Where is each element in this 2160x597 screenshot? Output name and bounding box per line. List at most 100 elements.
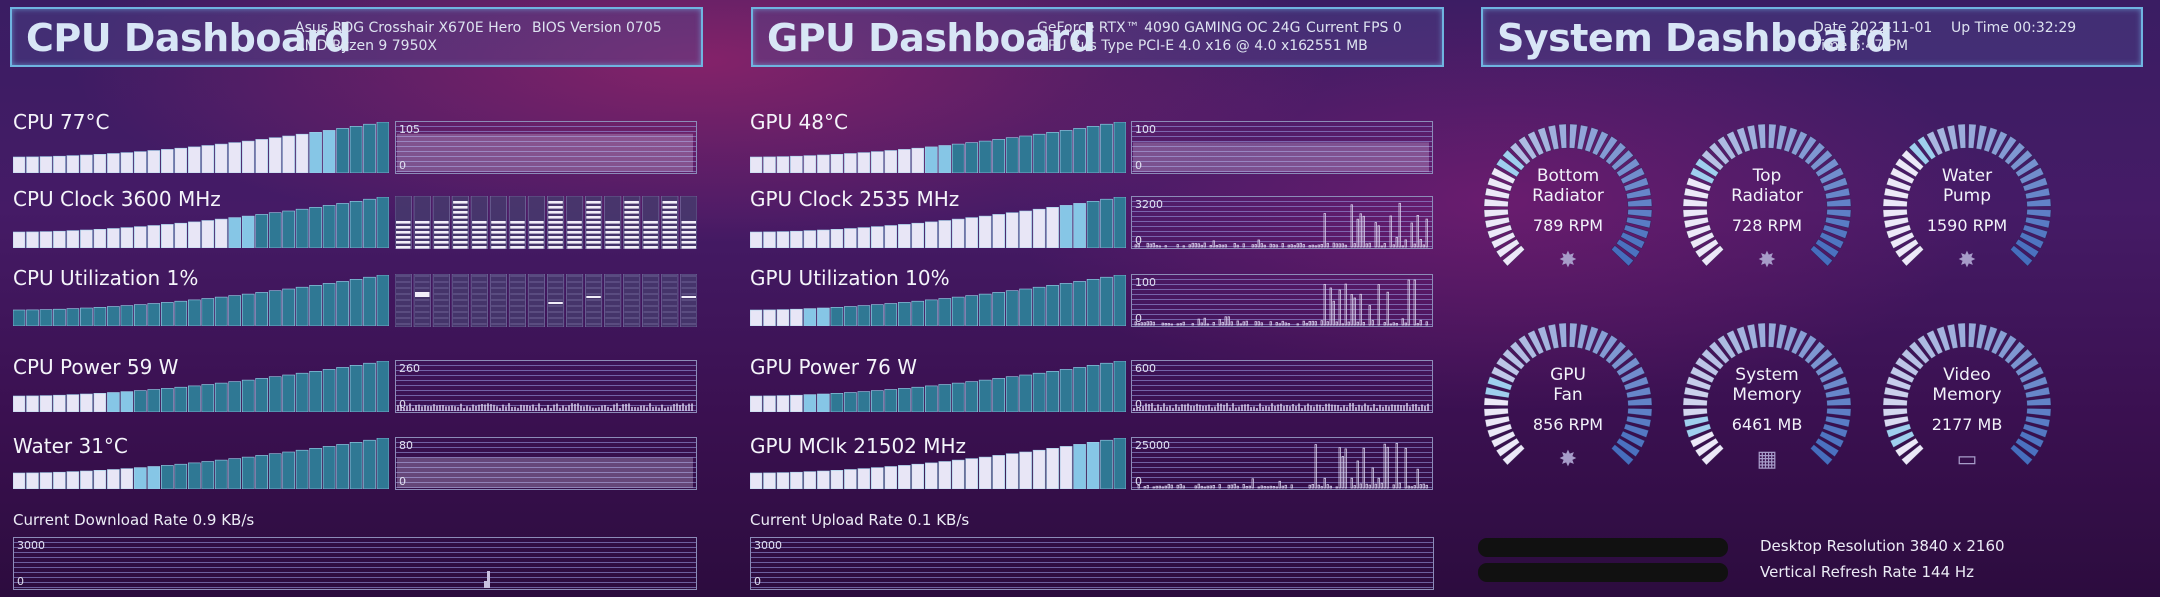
core-level (510, 226, 525, 229)
bar-segment (53, 471, 66, 489)
download-rate-graph: 3000 0 (13, 537, 697, 590)
graph-spike (1257, 486, 1260, 489)
graph-spike (1410, 486, 1413, 489)
graph-spike (1359, 483, 1362, 489)
core-level (396, 221, 411, 224)
graph-spike (1389, 323, 1392, 326)
bar-segment (309, 207, 322, 248)
graph-spike (1362, 215, 1365, 248)
gauge-segment (1894, 157, 1920, 178)
gauge-segment (1683, 187, 1710, 200)
core-column (623, 274, 641, 327)
cpu-temp-graph: 105 0 (395, 121, 697, 174)
bar-segment (120, 468, 134, 489)
graph-spike (1308, 245, 1311, 248)
gauge-segment (1509, 340, 1531, 365)
bar-segment (871, 467, 884, 489)
gauge-segment (1694, 437, 1720, 458)
graph-spike (1338, 289, 1341, 326)
bar-segment (349, 365, 363, 412)
gauge-segment (1598, 135, 1619, 161)
bar-segment (188, 146, 201, 173)
graph-spike (1416, 468, 1419, 489)
graph-spike (1248, 485, 1251, 489)
bar-segment (214, 218, 228, 248)
gpu-mclk-graph: 25000 0 (1131, 437, 1433, 490)
core-column (661, 274, 679, 327)
gauge-segment (1484, 415, 1511, 428)
cpu-header: CPU Dashboard Asus ROG Crosshair X670E H… (10, 7, 703, 67)
gauge-segment (2009, 245, 2034, 267)
bar-segment (750, 309, 763, 326)
gauge-arc (1882, 322, 2052, 466)
graph-spike (1224, 316, 1227, 326)
cpu-power-label: CPU Power 59 W (13, 355, 179, 379)
core-column (547, 274, 565, 327)
gauge-segment (1746, 124, 1759, 151)
gauge-segment (1883, 386, 1910, 399)
gauge-segment (1495, 157, 1521, 178)
bar-segment (161, 302, 174, 326)
graph-spike (1335, 486, 1338, 489)
graph-spike (1137, 484, 1140, 489)
bar-segment (241, 456, 255, 489)
graph-spike (1290, 484, 1293, 489)
bar-segment (965, 142, 978, 173)
gauge-segment (1814, 157, 1840, 178)
bar-segment (951, 382, 965, 412)
graph-spike (1314, 321, 1317, 326)
core-level (491, 246, 506, 249)
gauge-segment (1615, 356, 1641, 377)
graph-spike (1326, 321, 1329, 326)
core-level (586, 236, 601, 239)
bar-segment (992, 455, 1005, 489)
bar-segment (1100, 439, 1113, 489)
graph-spike (1395, 323, 1398, 326)
gauge-segment (1826, 208, 1852, 218)
bar-segment (1032, 449, 1046, 489)
graph-spike (1269, 485, 1272, 489)
graph-spike (1188, 244, 1191, 248)
gauge-segment (1822, 177, 1849, 192)
bar-segment (161, 149, 174, 173)
graph-spike (1263, 486, 1266, 489)
gauge-segment (1495, 238, 1521, 259)
core-column (585, 274, 603, 327)
graph-spike (1413, 279, 1416, 326)
core-level (586, 296, 601, 298)
graph-spike (1314, 444, 1317, 489)
graph-spike (1341, 456, 1344, 489)
water-temp-graph-plot (397, 457, 693, 488)
gauge-segment (1501, 348, 1526, 370)
core-level (472, 226, 487, 229)
gauge-label-line1: System (1735, 365, 1799, 385)
desktop-resolution: Desktop Resolution 3840 x 2160 (1760, 537, 2005, 555)
graph-spike (1164, 485, 1167, 489)
graph-spike (1380, 482, 1383, 489)
water-temp-bar (13, 438, 389, 489)
graph-spike (1356, 321, 1359, 326)
bar-segment (39, 472, 53, 489)
bios-version: BIOS Version 0705 (532, 20, 662, 36)
gauge-segment (1615, 437, 1641, 458)
bar-segment (336, 444, 349, 489)
graph-spike (1191, 323, 1194, 326)
graph-spike (1392, 322, 1395, 326)
graph-spike (1425, 218, 1428, 248)
core-level (662, 241, 677, 244)
graph-spike (1353, 485, 1356, 489)
gauge-segment (1894, 238, 1920, 259)
gauge-segment (2022, 423, 2049, 438)
gauge-segment (1685, 423, 1712, 438)
bar-segment (147, 225, 161, 248)
graph-spike (1242, 484, 1245, 489)
bar-segment (376, 438, 389, 489)
gauge-segment (1824, 216, 1851, 229)
gauge-label-line2: Fan (1553, 385, 1583, 405)
graph-spike (1149, 321, 1152, 326)
graph-spike (1161, 322, 1164, 326)
bar-segment (763, 231, 776, 248)
core-level (567, 246, 582, 249)
bar-segment (134, 390, 147, 412)
gauge-segment (1694, 356, 1720, 377)
